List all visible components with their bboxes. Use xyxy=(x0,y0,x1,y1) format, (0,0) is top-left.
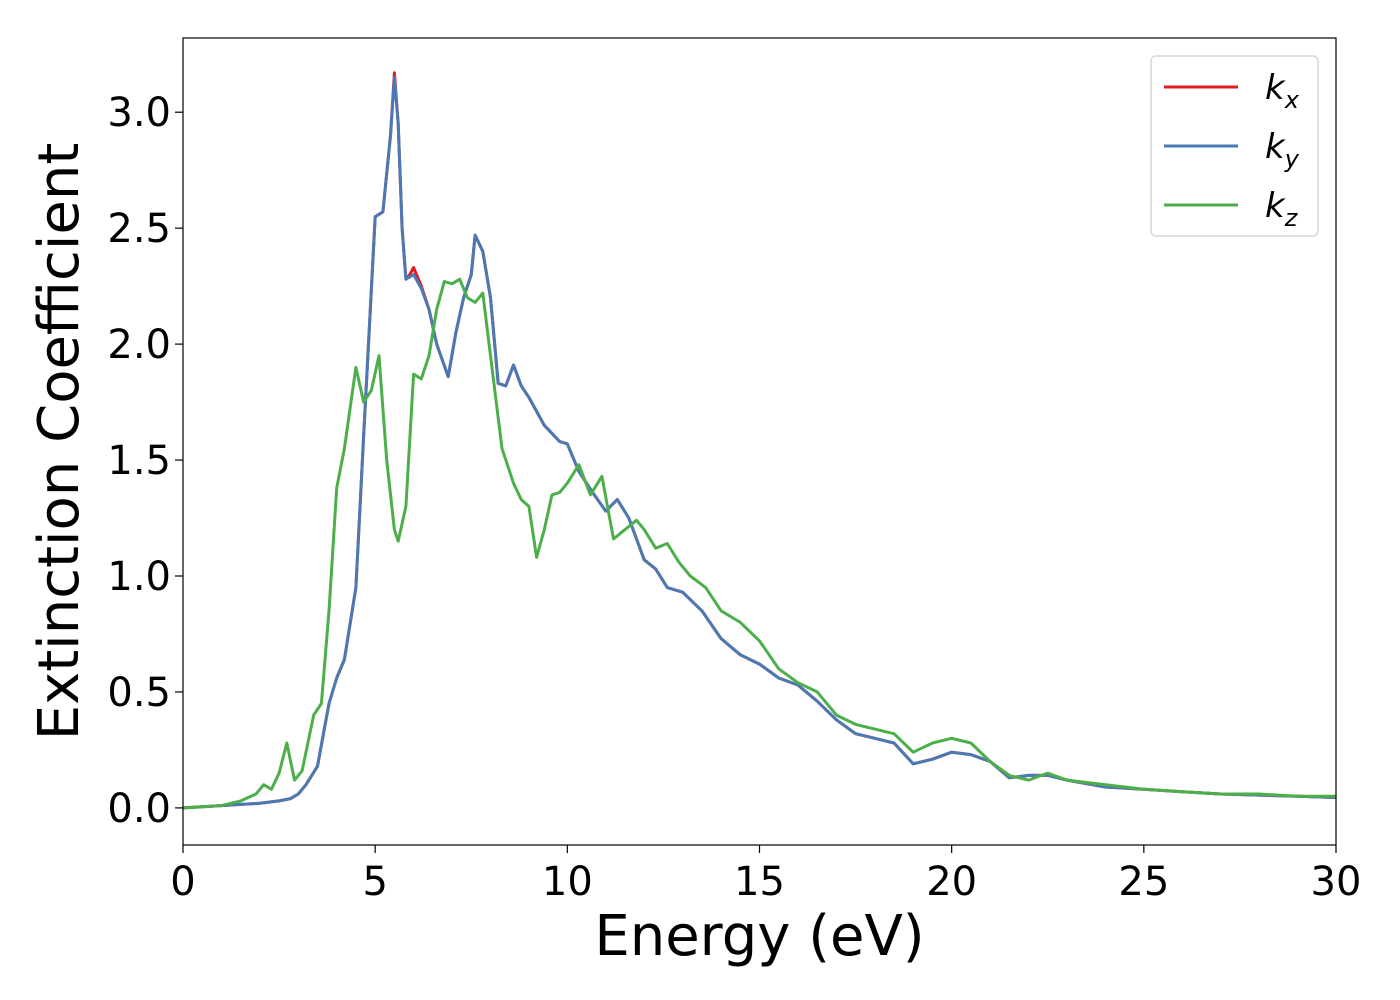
legend-label-sub: y xyxy=(1284,145,1300,173)
x-tick-label: 10 xyxy=(542,859,593,905)
y-tick-label: 3.0 xyxy=(107,90,171,136)
series-lines xyxy=(183,71,1336,810)
y-tick-label: 1.5 xyxy=(107,438,171,484)
y-tick-label: 0.5 xyxy=(107,670,171,716)
x-tick-label: 5 xyxy=(362,859,387,905)
legend-label-main: k xyxy=(1265,68,1286,108)
axis-ticks: 0 5 10 15 20 25 30 0.0 0.5 1.0 1.5 2.0 2.5 3.0 xyxy=(107,90,1361,905)
y-tick-label: 0.0 xyxy=(107,786,171,832)
x-tick-label: 15 xyxy=(734,859,785,905)
y-tick-label: 2.0 xyxy=(107,322,171,368)
series-line-kz xyxy=(183,277,1336,810)
legend-label-kz: kz xyxy=(1265,186,1299,232)
legend-label-ky: ky xyxy=(1265,127,1300,173)
x-tick-label: 0 xyxy=(170,859,195,905)
y-tick-label: 1.0 xyxy=(107,554,171,600)
y-axis-label: Extinction Coefficient xyxy=(27,143,92,741)
legend-label-sub: x xyxy=(1284,86,1300,114)
legend-label-sub: z xyxy=(1284,204,1299,232)
x-tick-label: 25 xyxy=(1118,859,1169,905)
x-tick-label: 30 xyxy=(1311,859,1362,905)
legend-label-main: k xyxy=(1265,186,1286,226)
legend-label-main: k xyxy=(1265,127,1286,167)
legend-label-kx: kx xyxy=(1265,68,1300,114)
x-tick-label: 20 xyxy=(926,859,977,905)
series-line-ky xyxy=(183,75,1336,810)
y-tick-label: 2.5 xyxy=(107,206,171,252)
x-axis-label: Energy (eV) xyxy=(594,904,924,969)
